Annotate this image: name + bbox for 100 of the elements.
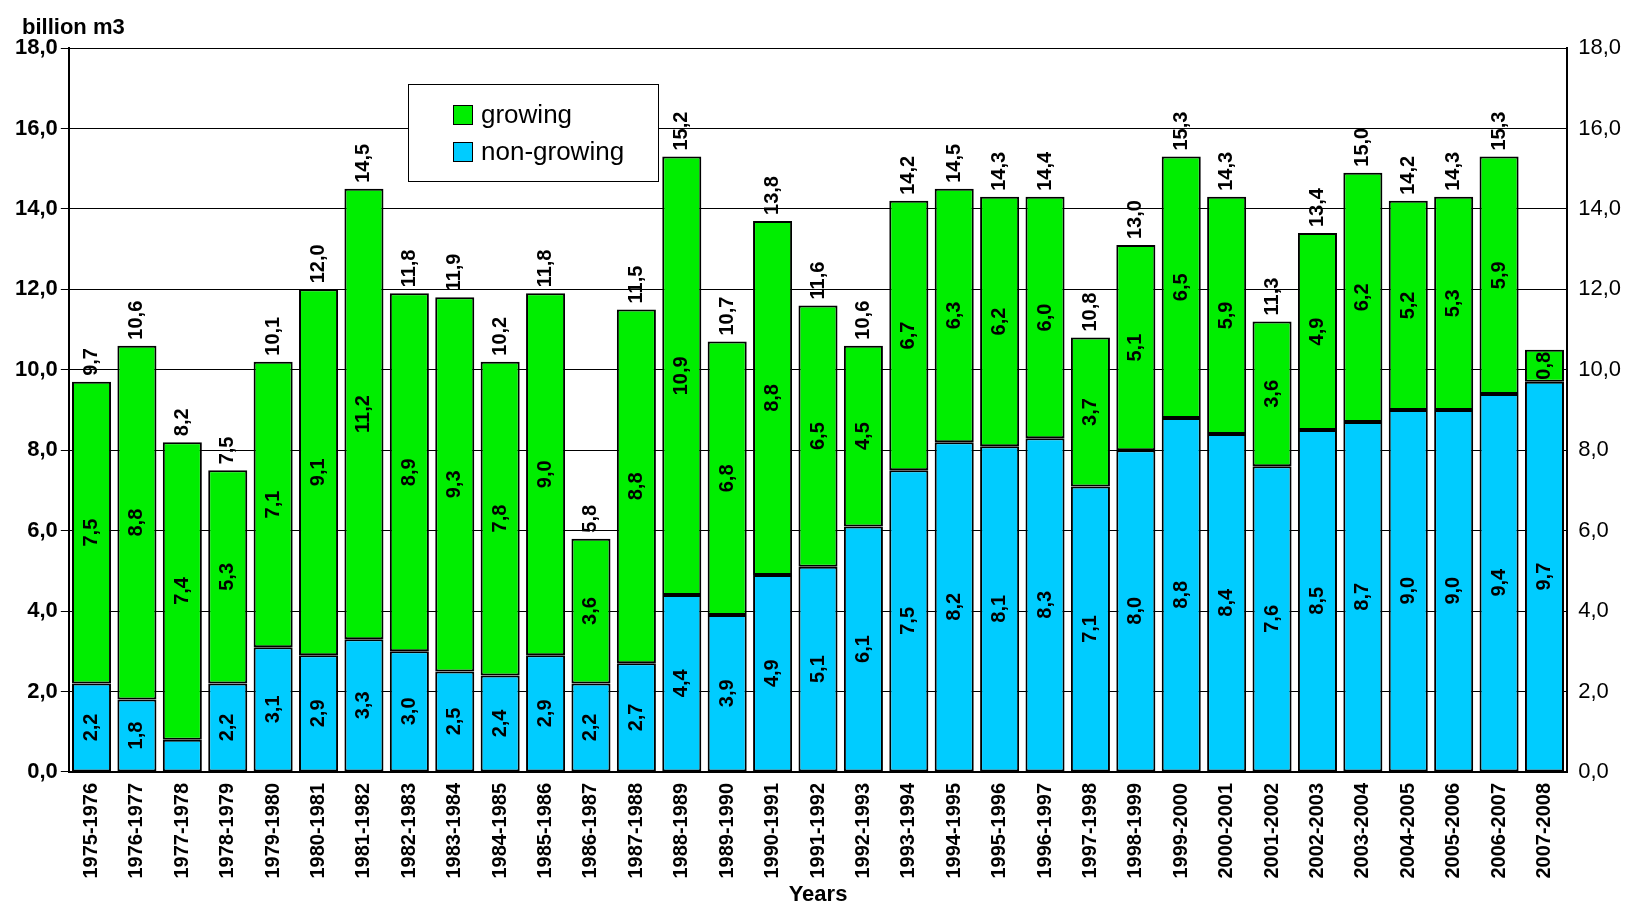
- data-label: 6,7: [896, 321, 919, 350]
- x-tick-label: 1992-1993: [850, 782, 873, 879]
- data-label: 4,5: [850, 422, 873, 451]
- total-label: 12,0: [306, 244, 329, 284]
- total-label: 14,3: [987, 151, 1010, 191]
- legend-label: non-growing: [481, 136, 625, 167]
- total-label: 15,3: [1486, 111, 1509, 151]
- data-label: 2,2: [79, 713, 102, 742]
- total-label: 15,2: [669, 111, 692, 151]
- x-tick-label: 1986-1987: [578, 782, 601, 879]
- total-label: 14,2: [896, 155, 919, 195]
- data-label: 3,7: [1077, 398, 1100, 426]
- total-label: 11,6: [805, 261, 828, 300]
- data-label: 4,9: [760, 659, 783, 688]
- total-label: 10,1: [260, 316, 283, 356]
- total-label: 10,8: [1077, 292, 1100, 332]
- data-label: 8,8: [760, 384, 783, 412]
- y-tick-label: 6,0: [27, 516, 58, 542]
- x-tick-label: 1993-1994: [896, 782, 919, 879]
- total-label: 14,3: [1441, 151, 1464, 191]
- total-label: 10,6: [850, 300, 873, 340]
- x-tick-label: 2004-2005: [1395, 782, 1418, 879]
- data-label: 6,3: [941, 301, 964, 330]
- data-label: 8,1: [987, 594, 1010, 623]
- data-label: 2,2: [578, 713, 601, 742]
- total-label: 14,5: [941, 143, 964, 183]
- x-tick-label: 2003-2004: [1350, 782, 1373, 879]
- x-tick-label: 1982-1983: [396, 782, 419, 879]
- data-label: 4,9: [1304, 317, 1327, 346]
- data-label: 3,0: [396, 697, 419, 726]
- y2-tick-label: 10,0: [1578, 355, 1622, 381]
- y-tick-label: 0,0: [27, 758, 58, 784]
- y2-tick-label: 14,0: [1578, 194, 1622, 220]
- data-label: 0,8: [1531, 351, 1554, 380]
- data-label: 8,2: [941, 592, 964, 621]
- data-label: 4,4: [669, 668, 692, 698]
- x-tick-label: 2005-2006: [1441, 782, 1464, 879]
- total-label: 7,5: [215, 436, 238, 465]
- x-axis-title: Years: [788, 880, 848, 906]
- data-label: 8,3: [1032, 590, 1055, 619]
- data-label: 7,6: [1259, 604, 1282, 633]
- y2-tick-label: 4,0: [1578, 597, 1609, 623]
- x-tick-label: 1999-2000: [1168, 782, 1191, 879]
- x-tick-label: 2007-2008: [1531, 782, 1554, 879]
- data-label: 3,6: [578, 597, 601, 625]
- data-label: 8,8: [623, 472, 646, 501]
- y2-tick-label: 16,0: [1578, 114, 1622, 140]
- data-label: 2,4: [487, 708, 510, 738]
- data-label: 6,8: [714, 464, 737, 493]
- total-label: 11,3: [1259, 277, 1282, 316]
- data-label: 7,1: [1077, 615, 1100, 643]
- x-tick-label: 1976-1977: [124, 782, 147, 879]
- data-label: 7,5: [79, 518, 102, 547]
- x-tick-label: 1987-1988: [623, 782, 646, 879]
- data-label: 3,6: [1259, 379, 1282, 408]
- total-label: 10,2: [487, 316, 510, 356]
- x-tick-label: 1985-1986: [533, 782, 556, 879]
- x-tick-label: 1989-1990: [714, 782, 737, 879]
- data-label: 9,3: [442, 470, 465, 499]
- total-label: 15,3: [1168, 111, 1191, 151]
- y2-tick-label: 6,0: [1578, 516, 1609, 542]
- data-label: 6,2: [987, 307, 1010, 336]
- y-tick-label: 16,0: [14, 114, 58, 140]
- x-tick-label: 2006-2007: [1486, 782, 1509, 879]
- data-label: 6,2: [1350, 283, 1373, 312]
- data-label: 9,0: [533, 460, 556, 489]
- data-label: 6,0: [1032, 303, 1055, 332]
- data-label: 6,5: [805, 422, 828, 451]
- y-tick-label: 10,0: [14, 355, 58, 381]
- data-label: 8,8: [124, 508, 147, 537]
- x-tick-label: 1994-1995: [941, 782, 964, 879]
- x-tick-label: 1984-1985: [487, 782, 510, 879]
- total-label: 9,7: [79, 348, 102, 376]
- data-label: 5,3: [1441, 289, 1464, 318]
- x-tick-label: 2002-2003: [1304, 782, 1327, 879]
- total-label: 15,0: [1350, 127, 1373, 167]
- data-label: 5,1: [1123, 333, 1146, 362]
- total-label: 11,9: [442, 253, 465, 292]
- legend-label: growing: [481, 99, 573, 130]
- x-tick-label: 1991-1992: [805, 782, 828, 879]
- data-label: 9,7: [1531, 562, 1554, 591]
- y2-tick-label: 2,0: [1578, 677, 1609, 703]
- x-tick-label: 1995-1996: [987, 782, 1010, 879]
- y-tick-label: 4,0: [27, 597, 58, 623]
- data-label: 11,2: [351, 395, 374, 433]
- x-tick-label: 1975-1976: [79, 782, 102, 879]
- x-tick-label: 1997-1998: [1077, 782, 1100, 879]
- data-label: 2,9: [533, 699, 556, 728]
- data-label: 8,7: [1350, 582, 1373, 611]
- data-label: 3,1: [260, 695, 283, 724]
- x-tick-label: 1978-1979: [215, 782, 238, 879]
- data-label: 5,9: [1214, 301, 1237, 330]
- data-label: 2,5: [442, 707, 465, 736]
- x-tick-label: 1977-1978: [169, 782, 192, 879]
- y-tick-label: 14,0: [14, 194, 58, 220]
- data-label: 3,9: [714, 679, 737, 708]
- total-label: 8,2: [169, 408, 192, 437]
- data-label: 6,5: [1168, 273, 1191, 302]
- data-label: 7,8: [487, 504, 510, 533]
- x-tick-label: 2000-2001: [1214, 782, 1237, 879]
